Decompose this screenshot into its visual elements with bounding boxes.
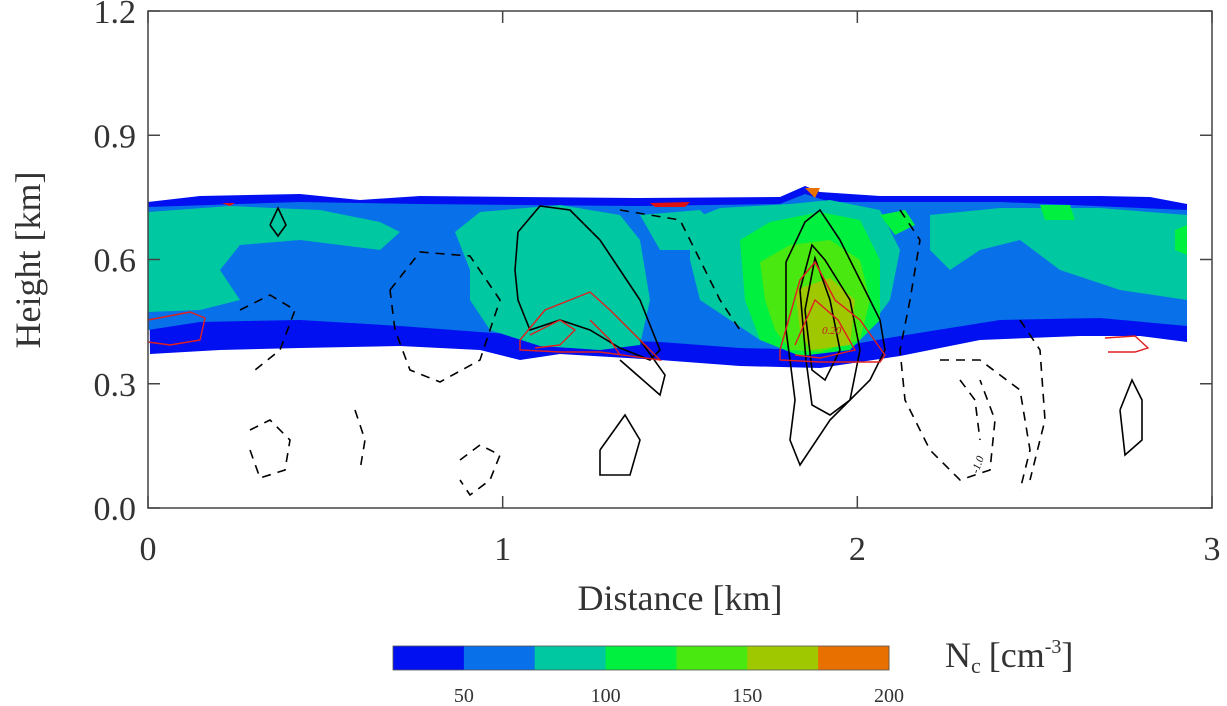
contour-label: -1.0 [970,454,987,475]
colorbar: 50 100 150 200 [392,645,904,706]
colorbar-title-main: N [945,635,971,675]
updraft-contour [619,339,666,397]
colorbar-tick-label: 200 [874,685,904,706]
field-level-6 [795,278,855,350]
x-tick-label: 3 [1204,531,1221,568]
x-tick-label: 2 [849,531,866,568]
x-tick-label: 0 [140,531,157,568]
colorbar-bin [818,646,890,670]
downdraft-contour [1019,319,1046,481]
downdraft-contour [249,419,291,479]
colorbar-bin [605,646,677,670]
updraft-contour [785,208,886,467]
colorbar-bin [393,646,465,670]
colorbar-title-unit: [cm [989,635,1045,675]
field-level-3 [148,206,400,312]
field-peak [222,203,235,206]
colorbar-title-exp: -3 [1045,636,1062,658]
field-level-2 [148,194,1187,350]
contour-overlays: 0.20 -1.0 [148,205,1150,497]
y-tick-label: 0.3 [94,367,137,404]
field-level-4 [880,210,915,235]
colorbar-title-sub: c [971,653,981,678]
y-tick-label: 0.0 [94,491,137,528]
y-tick-label: 0.9 [94,118,137,155]
lwc-contour [519,291,662,361]
contour-label: 0.20 [822,325,842,337]
field-level-3 [640,210,720,250]
y-axis-label: Height [km] [8,172,48,349]
updraft-contour [799,243,861,416]
colorbar-bin [463,646,536,670]
x-tick-label: 1 [494,531,511,568]
downdraft-contour [899,209,996,481]
y-tick-label: 1.2 [94,0,137,31]
updraft-contour [269,206,287,238]
downdraft-contour [619,209,741,331]
axis-tick-labels: 0 1 2 3 0.0 0.3 0.6 0.9 1.2 [94,0,1221,568]
colorbar-bin [747,646,819,670]
cloud-droplet-field [148,186,1187,368]
colorbar-title: Nc [cm-3] [945,635,1073,678]
updraft-contour [804,254,841,382]
lwc-contour [148,311,206,346]
updraft-contour [599,413,641,476]
colorbar-frame [392,645,890,671]
lwc-contour [794,298,857,359]
lwc-contour [589,319,621,356]
colorbar-title-close: ] [1061,635,1073,675]
lwc-contour [779,260,886,363]
field-level-4 [1175,225,1187,255]
field-level-7 [805,188,820,198]
field-level-3 [930,208,1187,300]
downdraft-contour [959,379,981,441]
y-tick-label: 0.6 [94,243,137,280]
field-peak [650,202,690,207]
downdraft-contour [389,251,501,383]
colorbar-tick-label: 50 [454,685,474,706]
colorbar-bin [534,646,607,670]
lwc-contour [529,319,577,349]
updraft-contour [514,205,661,361]
colorbar-tick-label: 150 [732,685,762,706]
downdraft-contour [459,444,502,497]
downdraft-contour [354,409,366,471]
colorbar-bin [676,646,748,670]
downdraft-contour [940,359,1031,491]
colorbar-tick-label: 100 [591,685,621,706]
axis-ticks [147,10,1213,509]
downdraft-contour [239,294,296,371]
field-level-4 [1040,205,1075,220]
lwc-contour [1104,335,1150,353]
updraft-contour [1119,378,1143,457]
x-axis-label: Distance [km] [578,578,783,618]
